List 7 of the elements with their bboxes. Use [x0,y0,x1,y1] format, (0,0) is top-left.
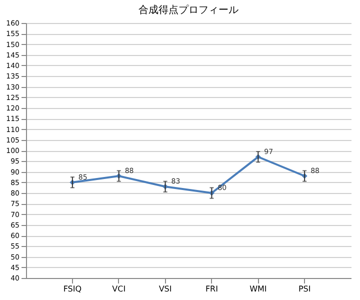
x-tick-label: FRI [205,284,218,294]
x-tick-label: VCI [112,284,126,294]
chart-title: 合成得点プロフィール [138,4,238,16]
x-tick-label: PSI [298,284,311,294]
x-tick-label: FSIQ [63,284,82,294]
x-tick-label: WMI [250,284,267,294]
x-tick-label: VSI [158,284,172,294]
